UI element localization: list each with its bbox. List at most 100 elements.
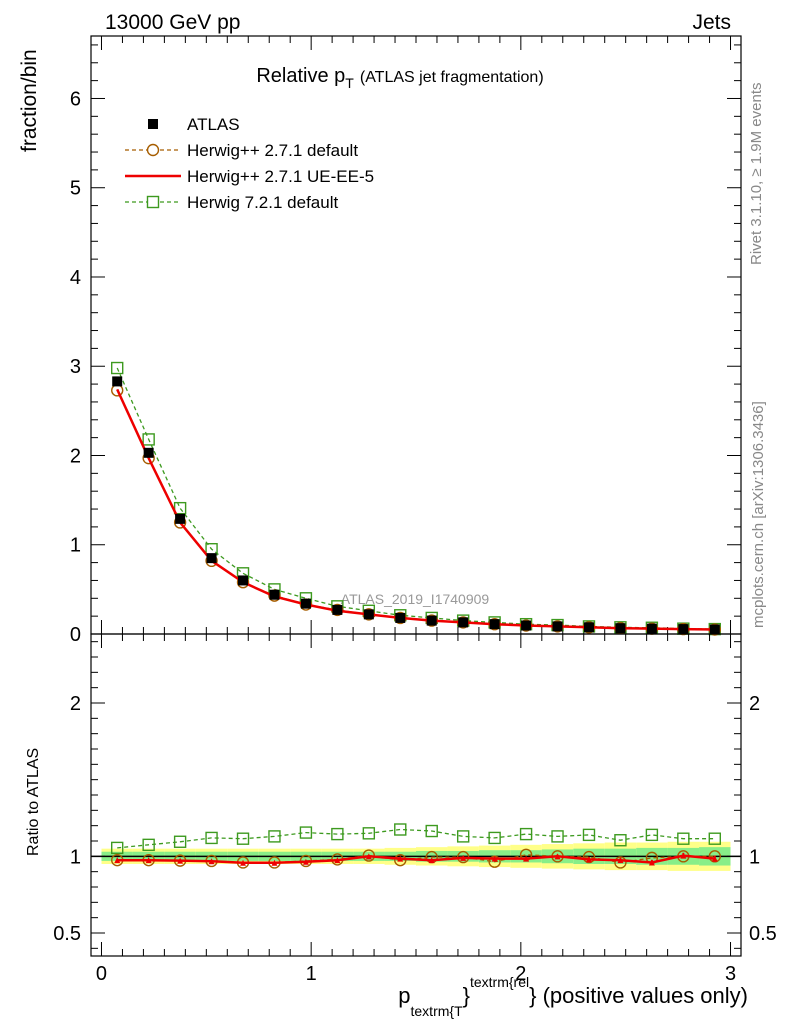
ratio-y-tick-label: 2 — [70, 693, 81, 715]
legend-atlas-marker — [148, 119, 158, 129]
x-axis-label-sub: textrm{T — [411, 1003, 464, 1019]
ratio-herwig7-point — [268, 830, 281, 843]
main-y-tick-label: 3 — [70, 356, 81, 378]
ratio-herwig7-point — [708, 832, 721, 845]
main-atlas-point — [269, 589, 280, 600]
main-atlas-point — [300, 598, 311, 609]
ratio-x-ticks: 0 1 2 3 — [96, 634, 736, 985]
ratio-ueee5-marker — [523, 855, 530, 862]
ratio-ueee5-marker — [271, 859, 278, 866]
legend: ATLAS Herwig++ 2.7.1 default Herwig++ 2.7.… — [125, 115, 374, 212]
main-title-suffix: (ATLAS jet fragmentation) — [360, 69, 544, 86]
ratio-herwig7-point — [488, 831, 501, 845]
ratio-ueee5-line — [117, 854, 715, 865]
main-y-ticks: 0 1 2 3 4 5 6 — [70, 44, 741, 646]
main-ueee5-line — [116, 388, 715, 631]
ratio-ueee5-marker — [365, 853, 372, 860]
ratio-panel-frame — [90, 633, 742, 957]
ratio-herwig7-point — [173, 835, 187, 848]
ratio-ueee5-marker — [240, 859, 247, 866]
main-atlas-point — [332, 604, 343, 615]
ratio-herwig-default-point — [614, 856, 627, 869]
ratio-ueee5-marker — [114, 857, 121, 864]
ratio-y-tick-label: 0.5 — [53, 923, 81, 945]
main-title-text: Relative p — [256, 65, 345, 87]
ratio-y-tick-label: 1 — [70, 846, 81, 868]
ratio-panel: 0.5 0.5 1 1 2 2 0 1 2 3 Ratio to ATLAS ptextrm{T… — [25, 633, 777, 1019]
x-tick-label: 1 — [306, 963, 317, 985]
header-left-label: 13000 GeV pp — [105, 11, 240, 34]
ratio-y-tick-label-right: 1 — [749, 846, 760, 868]
ratio-herwig-default-point — [582, 850, 596, 864]
main-square-dashed-line — [116, 367, 715, 630]
main-series-layer — [111, 361, 721, 636]
main-y-tick-label: 0 — [70, 624, 81, 646]
mcplots-label: mcplots.cern.ch [arXiv:1306.3436] — [750, 401, 767, 628]
ratio-ueee5-marker — [145, 857, 152, 864]
watermark: ATLAS_2019_I1740909 — [341, 591, 490, 607]
ratio-ueee5-marker — [397, 855, 404, 862]
ratio-herwig7-point — [236, 832, 250, 845]
ratio-y-ticks: 0.5 0.5 1 1 2 2 — [53, 641, 777, 949]
main-atlas-point — [552, 621, 563, 632]
main-atlas-point — [206, 553, 217, 564]
main-atlas-point — [678, 624, 689, 635]
main-atlas-point — [583, 622, 594, 633]
ratio-ueee5-marker — [617, 857, 624, 864]
ratio-herwig7-point — [362, 827, 376, 840]
ratio-herwig7-point — [614, 834, 627, 847]
ratio-y-tick-label-right: 2 — [749, 693, 760, 715]
ratio-herwig7-point — [677, 832, 690, 845]
ratio-herwig7-point — [111, 841, 124, 855]
ratio-ueee5-marker — [302, 858, 309, 865]
ratio-ylabel: Ratio to ATLAS — [25, 748, 42, 856]
legend-entry-label: ATLAS — [187, 115, 240, 134]
main-panel: 0 1 2 3 4 5 6 Relative pT (ATLAS jet fragmentat… — [18, 35, 742, 646]
ratio-y-tick-label-right: 0.5 — [749, 923, 777, 945]
main-atlas-point — [395, 612, 406, 623]
ratio-herwig7-point — [299, 826, 313, 839]
main-atlas-point — [709, 624, 720, 635]
main-atlas-point — [175, 513, 186, 524]
main-atlas-point — [521, 620, 532, 631]
main-y-tick-label: 2 — [70, 445, 81, 467]
main-atlas-point — [363, 609, 374, 620]
legend-entry-label: Herwig++ 2.7.1 default — [187, 141, 358, 160]
main-atlas-point — [112, 376, 123, 387]
ratio-herwig7-point — [456, 830, 470, 843]
main-y-tick-label: 1 — [70, 535, 81, 557]
x-tick-label: 3 — [725, 963, 736, 985]
ratio-herwig-default-point — [708, 850, 721, 863]
legend-circle-marker — [146, 143, 160, 157]
ratio-ueee5-marker — [711, 855, 718, 862]
main-herwig7-point — [173, 501, 187, 515]
x-tick-label: 2 — [515, 963, 526, 985]
legend-entry-label: Herwig 7.2.1 default — [187, 193, 338, 212]
ratio-herwig7-point — [331, 827, 344, 841]
ratio-herwig7-point — [425, 824, 438, 838]
main-title-subscript: T — [345, 75, 354, 91]
main-herwig7-point — [111, 361, 124, 375]
ratio-ueee5-marker — [680, 852, 687, 859]
main-ylabel: fraction/bin — [18, 49, 41, 152]
ratio-herwig7-point — [582, 828, 596, 842]
ratio-herwig7-point — [551, 830, 564, 843]
ratio-herwig7-point — [645, 828, 659, 842]
ratio-ueee5-marker — [460, 854, 467, 861]
ratio-herwig7-point — [205, 831, 218, 845]
ratio-ueee5-marker — [334, 857, 341, 864]
ratio-herwig-default-point — [394, 853, 407, 867]
x-axis-label-mid: } — [463, 983, 470, 1008]
rivet-label: Rivet 3.1.10, ≥ 1.9M events — [748, 83, 765, 266]
main-atlas-point — [238, 575, 249, 586]
ratio-series-layer — [111, 823, 721, 869]
main-atlas-point — [646, 623, 657, 634]
main-herwig7-point — [142, 433, 155, 446]
main-atlas-point — [426, 615, 437, 626]
ratio-ueee5-marker — [648, 859, 655, 866]
ratio-ueee5-marker — [554, 853, 561, 860]
legend-square-marker — [146, 195, 160, 209]
ratio-ueee5-marker — [428, 857, 435, 864]
ratio-ueee5-marker — [208, 858, 215, 865]
